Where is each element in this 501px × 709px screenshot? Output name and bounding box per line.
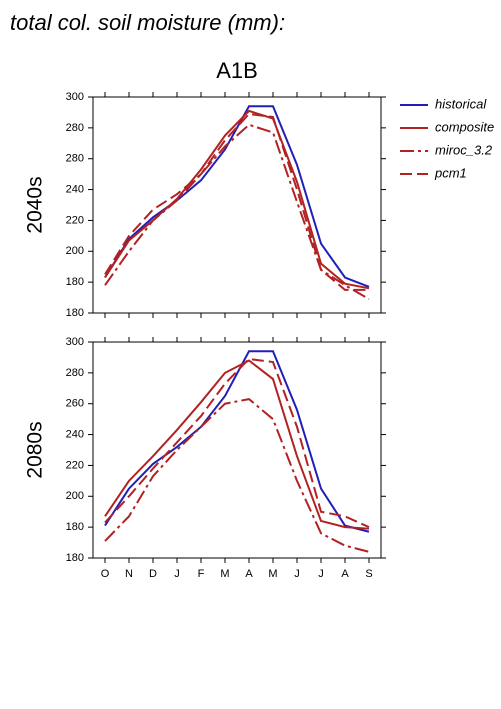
y-tick-label: 200 — [66, 490, 84, 502]
x-tick-label: N — [125, 568, 133, 580]
y-tick-label: 280 — [66, 367, 84, 379]
y-tick-label: 180 — [66, 521, 84, 533]
x-tick-label: M — [220, 568, 229, 580]
legend-label: miroc_3.2 — [435, 142, 493, 157]
plot-frame — [92, 341, 382, 559]
y-tick-label: 300 — [66, 91, 84, 103]
series-line — [104, 123, 370, 300]
x-tick-label: J — [174, 568, 180, 580]
y-tick-label: 280 — [66, 122, 84, 134]
y-tick-label: 240 — [66, 428, 84, 440]
y-tick-label: 180 — [66, 276, 84, 288]
x-tick-label: A — [341, 568, 349, 580]
series-line — [104, 112, 369, 291]
series-line — [104, 105, 370, 288]
series-line — [104, 350, 370, 533]
series-line — [104, 359, 370, 530]
x-tick-label: A — [245, 568, 253, 580]
plot-frame — [92, 96, 382, 314]
x-tick-label: M — [268, 568, 277, 580]
y-tick-label: 220 — [66, 214, 84, 226]
series-line — [104, 398, 370, 553]
y-tick-label: 200 — [66, 245, 84, 257]
y-tick-label: 240 — [66, 183, 84, 195]
y-tick-label: 220 — [66, 459, 84, 471]
x-tick-label: J — [318, 568, 324, 580]
y-tick-label: 300 — [66, 336, 84, 348]
series-line — [104, 109, 370, 290]
y-tick-label: 260 — [66, 398, 84, 410]
x-tick-label: J — [294, 568, 300, 580]
y-tick-label: 280 — [66, 153, 84, 165]
panel-label: 2080s — [24, 421, 47, 478]
legend-label: composite — [435, 119, 494, 134]
x-tick-label: S — [365, 568, 372, 580]
x-tick-label: O — [101, 568, 110, 580]
y-tick-label: 180 — [66, 552, 84, 564]
page-title: total col. soil moisture (mm): — [10, 10, 285, 35]
panel-label: 2040s — [24, 176, 47, 233]
x-tick-label: D — [149, 568, 157, 580]
y-tick-label: 180 — [66, 307, 84, 319]
legend-label: pcm1 — [434, 165, 467, 180]
subtitle: A1B — [216, 58, 258, 83]
legend-label: historical — [435, 96, 487, 111]
x-tick-label: F — [198, 568, 205, 580]
